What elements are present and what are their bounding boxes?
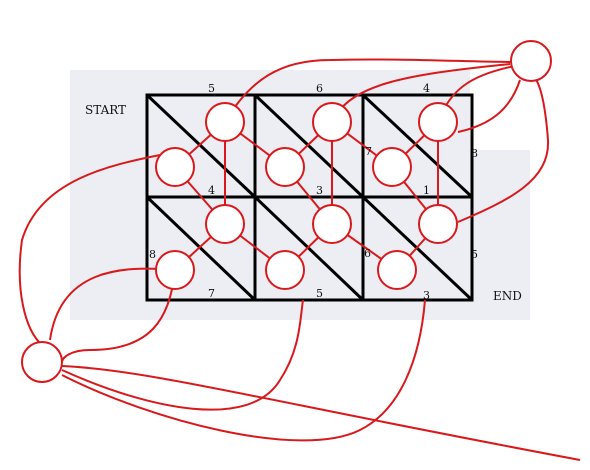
end-label: END bbox=[493, 289, 522, 303]
mid-weight-3: 1 bbox=[423, 184, 430, 197]
hub-node-end bbox=[510, 40, 552, 82]
top-weight-1: 5 bbox=[208, 82, 215, 95]
node-r2-left-3 bbox=[377, 250, 417, 290]
node-r1-left-2 bbox=[265, 147, 305, 187]
hub-node-start bbox=[21, 341, 63, 383]
node-r1-top-3 bbox=[418, 102, 458, 142]
mid-weight-2: 3 bbox=[316, 184, 323, 197]
node-r1-top-2 bbox=[312, 102, 352, 142]
node-r2-top-3 bbox=[418, 204, 458, 244]
background-panel-notch bbox=[470, 70, 530, 150]
bottom-weight-3: 3 bbox=[423, 289, 430, 302]
node-r2-left-2 bbox=[265, 250, 305, 290]
node-r1-left-3 bbox=[372, 147, 412, 187]
node-r2-top-1 bbox=[205, 204, 245, 244]
top-weight-2: 6 bbox=[316, 82, 323, 95]
lower-left-weight-3: 6 bbox=[364, 247, 371, 260]
mid-weight-1: 4 bbox=[208, 184, 215, 197]
upper-left-weight-3: 7 bbox=[365, 145, 372, 158]
node-r2-top-2 bbox=[312, 204, 352, 244]
start-label: START bbox=[85, 103, 126, 117]
node-r2-left-1 bbox=[155, 250, 195, 290]
right-weight-1: 8 bbox=[471, 147, 478, 160]
node-r1-left-1 bbox=[155, 147, 195, 187]
right-weight-2: 5 bbox=[471, 248, 478, 261]
lower-left-weight-1: 8 bbox=[149, 248, 156, 261]
top-weight-3: 4 bbox=[423, 82, 430, 95]
bottom-weight-2: 5 bbox=[316, 287, 323, 300]
bottom-weight-1: 7 bbox=[208, 287, 215, 300]
nodes bbox=[21, 40, 552, 383]
node-r1-top-1 bbox=[205, 102, 245, 142]
